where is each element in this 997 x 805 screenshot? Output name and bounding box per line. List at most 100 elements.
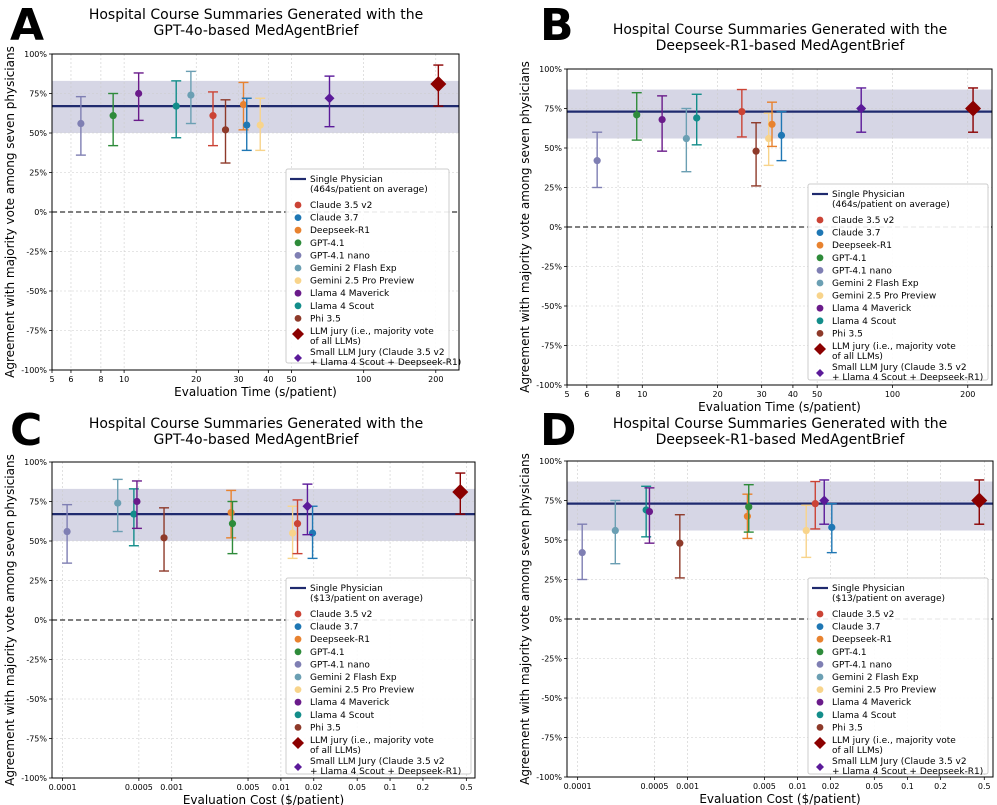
x-tick-label: 20 [713,390,723,399]
legend-box [285,577,472,775]
legend-small-jury-label: + Llama 4 Scout + Deepseek-R1) [832,767,983,777]
reference-band [567,481,993,531]
chart-title-line2: GPT-4o-based MedAgentBrief [154,23,360,39]
panel-letter: B [540,0,574,51]
legend-swatch [294,264,302,272]
x-tick-label: 8 [98,375,103,384]
legend-swatch [294,277,302,284]
legend-label: Deepseek-R1 [310,226,370,236]
gemini-2-flash-exp-point [611,526,619,535]
gpt-4-1-point [109,112,117,120]
legend-reference-sublabel: (464s/patient on average) [832,200,950,210]
legend-box [285,168,450,364]
x-tick-label: 0.01 [789,782,807,791]
x-tick-label: 0.005 [237,783,260,792]
legend-small-jury-swatch [294,354,302,362]
deepseek-r1-point [743,512,751,520]
x-tick-label: 0.0005 [125,783,153,792]
legend-label: GPT-4.1 nano [310,660,370,670]
legend-label: Claude 3.5 v2 [310,610,372,620]
claude-3-5-v2-point [811,500,819,508]
x-tick-label: 0.05 [348,783,366,792]
legend-swatch [294,635,302,643]
llama-4-scout-point [693,114,701,122]
gemini-2-flash-exp-point [187,91,195,99]
legend-label: Llama 4 Maverick [310,289,390,299]
gemini-2-5-pro-preview-point [289,529,297,537]
y-tick-label: -75% [26,327,47,336]
y-tick-label: 100% [539,457,562,466]
x-tick-label: 200 [428,375,443,384]
gpt-4-1-point [633,111,641,119]
chart-title-line2: Deepseek-R1-based MedAgentBrief [656,432,906,448]
legend-swatch [816,724,824,731]
y-tick-label: -100% [21,774,47,783]
legend-label: Phi 3.5 [832,329,863,339]
x-tick-label: 0.02 [822,782,840,791]
reference-band [567,89,992,139]
panel-letter: C [10,405,42,456]
y-tick-label: -50% [26,287,47,296]
y-tick-label: 0% [549,223,562,232]
phi-3-5-point [752,147,760,155]
legend-llm-jury-swatch [292,737,304,749]
legend-swatch [816,686,824,693]
x-tick-label: 0.02 [305,783,323,792]
y-axis-label: Agreement with majority vote among seven… [518,61,532,393]
legend-swatch [816,623,824,630]
legend-label: GPT-4.1 [832,254,867,264]
legend-label: Gemini 2 Flash Exp [310,673,397,683]
y-tick-label: 50% [544,144,562,153]
y-tick-label: 100% [24,458,47,467]
x-axis-label: Evaluation Time (s/patient) [174,385,337,399]
x-axis-label: Evaluation Time (s/patient) [698,400,861,414]
y-tick-label: -50% [541,694,562,703]
legend-swatch [294,623,302,630]
x-tick-label: 100 [885,390,900,399]
legend-swatch [816,698,824,706]
legend-label: Gemini 2.5 Pro Preview [832,292,936,302]
legend-swatch [816,317,824,325]
legend-small-jury-swatch [816,763,824,771]
y-tick-label: 75% [29,90,47,99]
legend-swatch [816,610,824,618]
legend-swatch [816,661,824,668]
chart-title-line1: Hospital Course Summaries Generated with… [89,7,423,23]
x-axis-label: Evaluation Cost ($/patient) [699,792,860,805]
x-tick-label: 10 [637,390,647,399]
y-tick-label: 25% [29,577,47,586]
axes-frame [566,460,994,778]
llm-jury-point [965,100,982,117]
y-tick-label: -75% [541,734,562,743]
legend-label: Llama 4 Scout [832,711,897,721]
x-tick-label: 20 [191,375,201,384]
panel-A: A Hospital Course Summaries Generated wit… [3,0,461,399]
claude-3-7-point [777,131,786,139]
deepseek-r1-point [768,120,776,128]
x-tick-label: 0.0001 [564,782,592,791]
x-tick-label: 0.5 [460,783,473,792]
legend-llm-jury-label: LLM jury (i.e., majority vote [310,736,434,746]
x-tick-label: 40 [263,375,273,384]
legend-small-jury-label: + Llama 4 Scout + Deepseek-R1) [832,373,983,383]
claude-3-5-v2-point [738,108,746,116]
legend-label: Llama 4 Maverick [310,698,390,708]
legend-label: Gemini 2.5 Pro Preview [310,277,414,287]
y-tick-label: -25% [26,656,47,665]
legend-swatch [294,252,302,259]
legend-llm-jury-swatch [814,737,826,749]
legend-swatch [816,648,824,656]
legend-swatch [294,289,302,297]
legend-small-jury-swatch [816,369,824,377]
y-tick-label: 100% [24,50,47,59]
legend-swatch [816,304,824,312]
legend-swatch [816,711,824,719]
x-tick-label: 50 [812,390,822,399]
legend: Single Physician(464s/patient on average… [807,183,989,383]
y-tick-label: -25% [26,248,47,257]
legend-swatch [294,201,302,209]
legend-small-jury-swatch [294,763,302,771]
gpt-4-1-nano-point [77,119,85,128]
x-tick-label: 6 [68,375,73,384]
